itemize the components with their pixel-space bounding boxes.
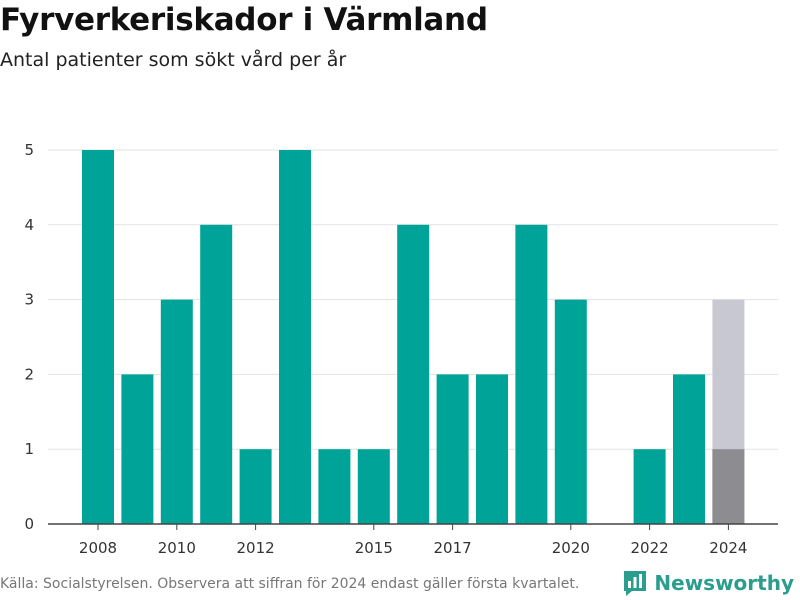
bar-2018 (476, 374, 508, 524)
brand-name: Newsworthy (654, 571, 794, 595)
x-tick-label-2024: 2024 (709, 539, 747, 557)
bar-2020 (554, 299, 587, 524)
newsworthy-logo: Newsworthy (622, 568, 794, 598)
y-tick-label-5: 5 (24, 141, 34, 159)
bar-2017 (436, 374, 469, 524)
bars (82, 150, 745, 525)
chart-title: Fyrverkeriskador i Värmland (0, 2, 488, 38)
bar-2016 (397, 224, 430, 525)
x-axis (48, 523, 778, 530)
bar-2024 (712, 449, 745, 524)
bar-2013 (279, 150, 311, 524)
bar-2015 (357, 449, 390, 524)
bar-2008 (82, 150, 114, 524)
x-tick-label-2012: 2012 (237, 539, 275, 557)
bar-2012 (239, 449, 272, 524)
x-tick-label-2015: 2015 (355, 539, 393, 557)
y-tick-label-1: 1 (24, 440, 34, 458)
bar-2022 (633, 449, 666, 524)
x-tick-label-2022: 2022 (631, 539, 669, 557)
bar-2010 (160, 299, 193, 524)
x-tick-label-2017: 2017 (434, 539, 472, 557)
y-axis-labels: 0 1 2 3 4 5 (24, 141, 34, 533)
bar-2009 (121, 374, 154, 524)
bar-2019 (515, 224, 548, 525)
bar-2011 (200, 224, 233, 525)
x-tick-label-2010: 2010 (158, 539, 196, 557)
bar-chart-icon (624, 571, 647, 596)
y-tick-label-0: 0 (24, 515, 34, 533)
chart-subtitle: Antal patienter som sökt vård per år (0, 49, 347, 71)
source-note: Källa: Socialstyrelsen. Observera att si… (0, 576, 580, 592)
x-tick-label-2020: 2020 (552, 539, 590, 557)
bar-2023 (673, 374, 705, 524)
x-axis-labels: 2008 2010 2012 2015 2017 2020 2022 2024 (79, 539, 748, 557)
x-tick-label-2008: 2008 (79, 539, 117, 557)
y-tick-label-2: 2 (24, 365, 34, 383)
y-tick-label-4: 4 (24, 216, 34, 234)
bar-2014 (318, 449, 351, 524)
y-tick-label-3: 3 (24, 291, 34, 309)
